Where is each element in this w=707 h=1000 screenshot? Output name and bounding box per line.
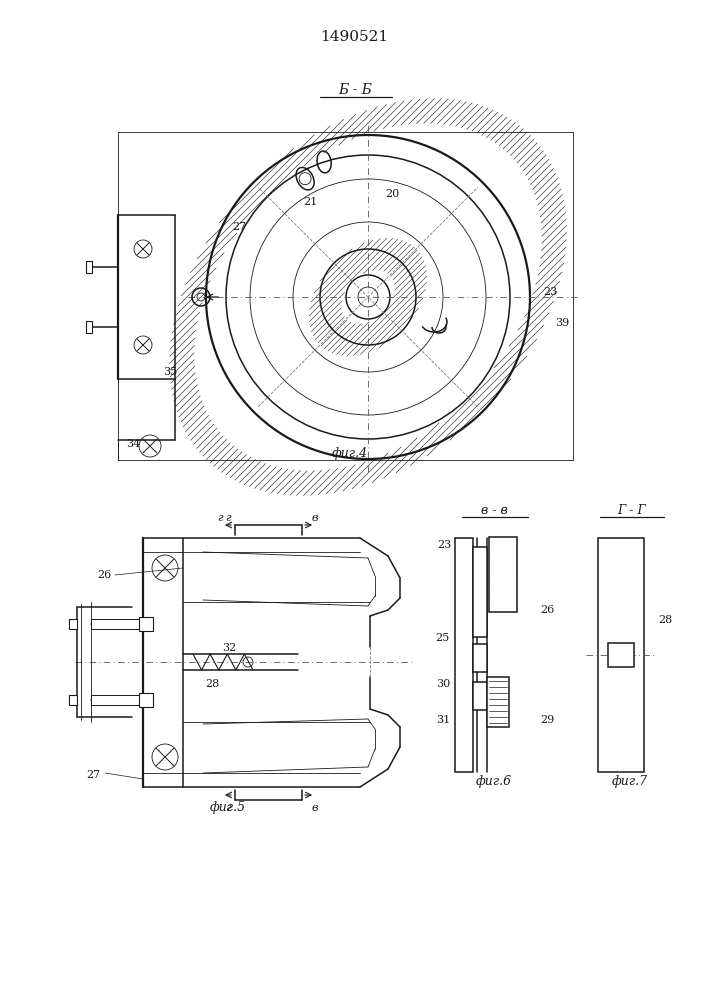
Bar <box>86 261 92 273</box>
Text: 25: 25 <box>436 633 450 643</box>
Text: 31: 31 <box>436 715 450 725</box>
Text: 39: 39 <box>555 318 569 328</box>
Bar <box>69 619 77 629</box>
Text: фиг.7: фиг.7 <box>612 776 648 788</box>
Text: 21: 21 <box>304 197 318 207</box>
Text: в - в: в - в <box>481 504 508 516</box>
Bar <box>473 644 487 672</box>
Bar <box>69 695 77 705</box>
Bar <box>139 617 153 631</box>
Text: 26: 26 <box>540 605 554 615</box>
Bar <box>598 538 644 772</box>
Text: фиг.5: фиг.5 <box>210 802 246 814</box>
Text: 27: 27 <box>86 770 100 780</box>
Text: фиг.4: фиг.4 <box>332 446 368 460</box>
Bar <box>139 693 153 707</box>
Text: в: в <box>312 803 318 813</box>
Text: 27: 27 <box>232 222 246 232</box>
Text: Б - Б: Б - Б <box>338 83 372 97</box>
Bar <box>487 677 509 727</box>
Bar <box>473 547 487 637</box>
Text: 1490521: 1490521 <box>320 30 388 44</box>
Text: г: г <box>226 803 231 813</box>
Text: в: в <box>312 513 318 523</box>
Bar <box>455 538 473 772</box>
Bar <box>91 619 146 629</box>
Text: г: г <box>226 513 231 523</box>
Text: 28: 28 <box>205 679 219 689</box>
Bar <box>608 643 634 667</box>
Text: 28: 28 <box>658 615 672 625</box>
Text: 29: 29 <box>540 715 554 725</box>
Text: фиг.6: фиг.6 <box>476 776 512 788</box>
Bar <box>91 695 146 705</box>
Text: 26: 26 <box>98 570 112 580</box>
Bar <box>473 682 487 710</box>
Bar <box>86 321 92 333</box>
Text: Г - Г: Г - Г <box>618 504 646 516</box>
Text: 23: 23 <box>438 540 452 550</box>
Bar <box>489 537 517 612</box>
Text: 23: 23 <box>543 287 557 297</box>
Text: 20: 20 <box>385 189 399 199</box>
Text: 35: 35 <box>163 367 177 377</box>
Text: 32: 32 <box>222 643 236 653</box>
Text: 30: 30 <box>436 679 450 689</box>
Text: г: г <box>217 513 223 523</box>
Text: 34: 34 <box>126 439 140 449</box>
